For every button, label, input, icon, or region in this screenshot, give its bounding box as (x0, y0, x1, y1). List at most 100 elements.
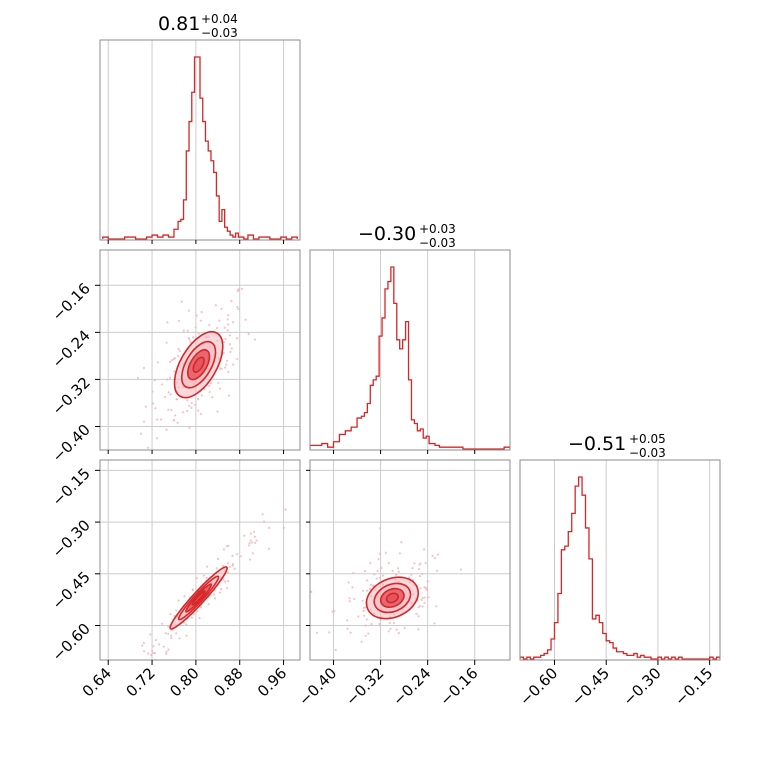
scatter-point-2-0-25 (267, 526, 271, 530)
scatter-point-2-1-135 (346, 627, 349, 630)
scatter-point-1-0-38 (165, 341, 168, 344)
scatter-point-2-0-103 (149, 633, 152, 636)
scatter-point-2-0-36 (282, 526, 286, 529)
scatter-point-2-0-33 (215, 567, 218, 570)
x-tick-label-0-1: 0.72 (123, 664, 159, 700)
scatter-point-2-1-51 (357, 615, 360, 618)
scatter-point-2-0-134 (192, 612, 195, 616)
scatter-point-2-0-152 (216, 557, 220, 561)
scatter-point-2-1-103 (397, 632, 400, 635)
scatter-point-2-1-12 (349, 631, 352, 634)
scatter-point-1-0-115 (155, 437, 159, 440)
title-param-2-minus: −0.03 (629, 446, 666, 460)
scatter-point-1-0-43 (240, 287, 244, 290)
scatter-point-2-0-78 (157, 643, 161, 646)
scatter-point-2-1-138 (361, 599, 364, 602)
panel-frame-2-0 (99, 459, 301, 661)
histogram-line-1 (310, 266, 510, 450)
scatter-point-2-1-153 (363, 614, 366, 617)
scatter-point-1-0-39 (236, 357, 239, 361)
x-tick-label-2-2: −0.30 (620, 664, 665, 709)
scatter-point-1-0-8 (176, 421, 179, 424)
scatter-point-2-0-62 (249, 532, 252, 535)
scatter-point-2-0-79 (167, 632, 170, 635)
scatter-point-2-1-100 (415, 612, 418, 616)
scatter-point-2-0-98 (175, 609, 178, 612)
scatter-point-1-0-90 (172, 357, 175, 361)
title-param-0: 0.81 (158, 13, 200, 35)
scatter-point-2-1-13 (421, 596, 424, 600)
scatter-point-2-1-159 (387, 630, 390, 633)
scatter-point-2-0-73 (202, 574, 206, 577)
scatter-point-2-0-112 (239, 555, 242, 558)
scatter-point-2-1-149 (347, 581, 350, 584)
scatter-point-1-0-35 (170, 408, 173, 412)
scatter-point-1-0-85 (229, 350, 232, 354)
scatter-point-1-0-28 (165, 428, 168, 431)
scatter-point-2-1-39 (331, 610, 334, 613)
scatter-point-2-0-45 (220, 588, 223, 591)
scatter-point-1-0-86 (222, 341, 226, 344)
panel-frame-0-0 (99, 39, 301, 241)
scatter-point-1-0-50 (181, 411, 184, 414)
title-param-1-minus: −0.03 (419, 236, 456, 250)
title-param-0-plus: +0.04 (201, 12, 238, 26)
scatter-point-2-0-3 (162, 645, 165, 648)
scatter-point-1-0-106 (147, 446, 150, 449)
density-2-0 (141, 508, 287, 660)
scatter-point-2-1-8 (380, 566, 383, 570)
scatter-point-2-0-63 (284, 508, 287, 511)
panel-2-2 (553, 460, 711, 660)
scatter-point-1-0-62 (236, 337, 239, 340)
scatter-point-1-0-136 (187, 337, 190, 340)
scatter-point-1-0-74 (218, 387, 222, 390)
scatter-point-1-0-98 (166, 321, 169, 324)
scatter-point-2-1-71 (378, 576, 381, 579)
scatter-point-1-0-15 (227, 314, 230, 317)
scatter-point-2-1-154 (389, 627, 392, 630)
scatter-point-2-1-24 (378, 622, 381, 625)
scatter-point-2-1-120 (417, 615, 420, 618)
scatter-point-1-0-24 (153, 379, 156, 382)
scatter-point-2-1-50 (391, 569, 394, 573)
scatter-point-2-1-80 (364, 634, 367, 637)
scatter-point-2-0-49 (253, 541, 257, 544)
scatter-point-2-0-80 (152, 651, 155, 655)
scatter-point-2-0-154 (267, 547, 271, 550)
scatter-point-1-0-21 (188, 426, 191, 429)
scatter-point-2-1-82 (411, 567, 414, 570)
scatter-point-2-1-134 (365, 589, 369, 592)
scatter-point-2-0-114 (166, 624, 170, 627)
scatter-point-1-0-44 (197, 332, 200, 335)
scatter-point-2-1-86 (348, 600, 351, 603)
y-tick-label-2-3: −0.15 (49, 464, 94, 509)
scatter-point-1-0-123 (160, 383, 164, 386)
scatter-point-2-1-65 (421, 605, 424, 608)
scatter-point-1-0-146 (228, 334, 231, 337)
scatter-point-2-1-74 (436, 569, 439, 572)
scatter-point-1-0-96 (151, 390, 154, 393)
scatter-point-2-0-44 (141, 644, 144, 647)
x-tick-label-1-2: −0.24 (389, 664, 434, 709)
scatter-point-2-1-105 (423, 596, 426, 599)
scatter-point-1-0-1 (186, 329, 189, 332)
scatter-point-2-0-41 (236, 552, 239, 556)
scatter-point-2-0-136 (177, 599, 180, 602)
scatter-point-2-0-155 (253, 535, 257, 538)
scatter-point-1-0-58 (178, 349, 181, 352)
scatter-point-2-1-19 (346, 619, 349, 622)
scatter-point-1-0-67 (168, 360, 172, 363)
scatter-point-1-0-155 (194, 403, 197, 406)
histogram-line-2 (520, 476, 720, 660)
scatter-point-1-0-153 (177, 347, 180, 350)
x-tick-label-0-0: 0.64 (79, 664, 115, 700)
histogram-0 (102, 56, 298, 240)
scatter-point-2-0-123 (198, 616, 201, 620)
scatter-point-2-1-151 (367, 632, 370, 635)
y-tick-label-2-0: −0.60 (49, 620, 94, 665)
scatter-point-2-0-93 (185, 623, 188, 626)
scatter-point-2-0-86 (170, 634, 173, 637)
scatter-point-2-1-117 (413, 562, 416, 565)
y-tick-label-1-3: −0.16 (49, 279, 94, 324)
